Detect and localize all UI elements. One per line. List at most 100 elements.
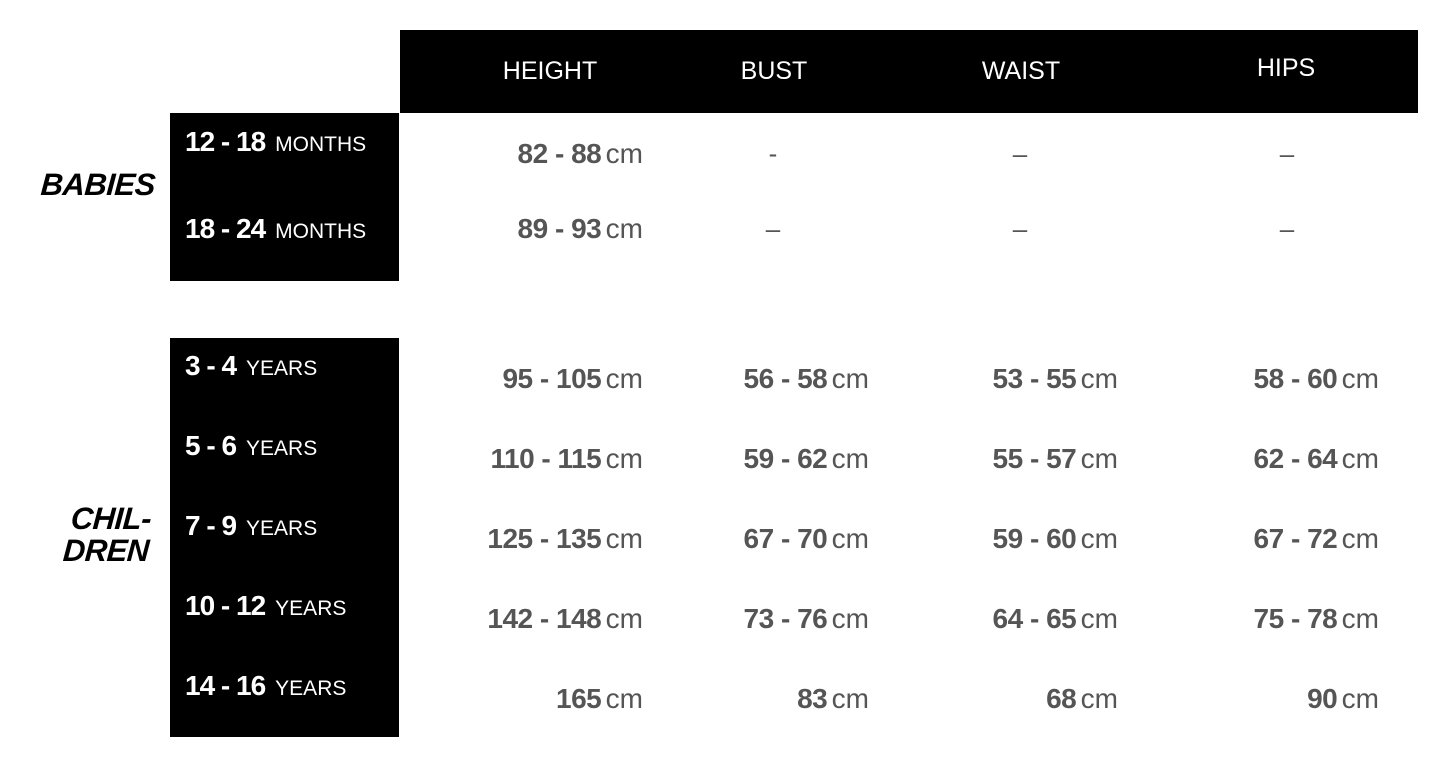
empty-value-dash: – [1279, 213, 1295, 244]
measurement-cell: 67 - 72 cm [1254, 523, 1379, 555]
children-label-block [170, 338, 399, 737]
measurement-cell: 82 - 88 cm [518, 138, 643, 170]
age-range: 3 - 4 [185, 350, 237, 381]
age-range: 12 - 18 [185, 126, 266, 157]
measurement-unit: cm [1080, 363, 1118, 394]
group-label-babies: BABIES [39, 167, 157, 202]
measurement-value: 73 - 76 [743, 603, 828, 634]
measurement-cell: 75 - 78 cm [1254, 603, 1379, 635]
measurement-unit: cm [605, 603, 643, 634]
measurement-unit: cm [831, 683, 869, 714]
age-unit: MONTHS [275, 133, 367, 156]
measurement-unit: cm [605, 683, 643, 714]
age-range: 18 - 24 [185, 213, 266, 244]
measurement-unit: cm [831, 603, 869, 634]
measurement-cell: 67 - 70 cm [744, 523, 869, 555]
measurement-value: 83 [797, 683, 828, 714]
measurement-cell: 83 cm [797, 683, 869, 715]
age-unit: YEARS [246, 517, 318, 540]
measurement-value: 64 - 65 [992, 603, 1077, 634]
measurement-value: 55 - 57 [992, 443, 1077, 474]
measurement-unit: cm [605, 523, 643, 554]
measurement-cell: 59 - 62 cm [744, 443, 869, 475]
measurement-unit: cm [605, 213, 643, 244]
measurement-cell: 62 - 64 cm [1254, 443, 1379, 475]
measurement-value: 125 - 135 [487, 523, 602, 554]
group-label-children-line2: DREN [61, 533, 151, 568]
row-label: 5 - 6 YEARS [185, 430, 317, 462]
column-header-height: HEIGHT [502, 57, 598, 85]
age-unit: MONTHS [275, 220, 367, 243]
row-label: 18 - 24 MONTHS [185, 213, 366, 245]
measurement-unit: cm [1341, 443, 1379, 474]
measurement-cell: 64 - 65 cm [993, 603, 1118, 635]
column-header-bust: BUST [740, 57, 808, 85]
measurement-value: 56 - 58 [743, 363, 828, 394]
babies-label-block [170, 113, 399, 281]
group-label-children-line1: CHIL- [69, 501, 153, 536]
measurement-value: 67 - 70 [743, 523, 828, 554]
measurement-value: 82 - 88 [517, 138, 602, 169]
measurement-value: 59 - 60 [992, 523, 1077, 554]
measurement-cell: 58 - 60 cm [1254, 363, 1379, 395]
measurement-unit: cm [1341, 683, 1379, 714]
row-label: 7 - 9 YEARS [185, 510, 317, 542]
measurement-unit: cm [1080, 523, 1118, 554]
measurement-unit: cm [831, 443, 869, 474]
age-range: 10 - 12 [185, 590, 266, 621]
measurement-value: 59 - 62 [743, 443, 828, 474]
age-unit: YEARS [246, 357, 318, 380]
measurement-unit: cm [1080, 683, 1118, 714]
age-unit: YEARS [275, 597, 347, 620]
empty-value-dash: – [765, 213, 781, 244]
empty-value-dash: - [768, 138, 778, 169]
measurement-cell: 53 - 55 cm [993, 363, 1118, 395]
column-header-hips: HIPS [1256, 54, 1316, 82]
measurement-cell: 55 - 57 cm [993, 443, 1118, 475]
measurement-value: 67 - 72 [1253, 523, 1338, 554]
measurement-unit: cm [1080, 443, 1118, 474]
measurement-value: 53 - 55 [992, 363, 1077, 394]
measurement-unit: cm [1341, 603, 1379, 634]
row-label: 10 - 12 YEARS [185, 590, 346, 622]
row-label: 12 - 18 MONTHS [185, 126, 366, 158]
measurement-cell: 56 - 58 cm [744, 363, 869, 395]
measurement-unit: cm [605, 443, 643, 474]
measurement-cell: 59 - 60 cm [993, 523, 1118, 555]
measurement-value: 89 - 93 [517, 213, 602, 244]
age-range: 7 - 9 [185, 510, 237, 541]
measurement-unit: cm [605, 363, 643, 394]
measurement-value: 62 - 64 [1253, 443, 1338, 474]
measurement-unit: cm [1080, 603, 1118, 634]
measurement-value: 110 - 115 [490, 443, 602, 474]
age-range: 5 - 6 [185, 430, 237, 461]
age-unit: YEARS [275, 677, 347, 700]
row-label: 14 - 16 YEARS [185, 670, 346, 702]
empty-value-dash: – [1012, 213, 1028, 244]
measurement-cell: 95 - 105 cm [502, 363, 643, 395]
measurement-cell: 73 - 76 cm [744, 603, 869, 635]
measurement-unit: cm [605, 138, 643, 169]
measurement-cell: 142 - 148 cm [487, 603, 643, 635]
measurement-value: 75 - 78 [1253, 603, 1338, 634]
measurement-value: 95 - 105 [502, 363, 602, 394]
measurement-cell: 89 - 93 cm [518, 213, 643, 245]
measurement-value: 58 - 60 [1253, 363, 1338, 394]
empty-value-dash: – [1012, 138, 1028, 169]
group-label-children: CHIL- DREN [0, 501, 153, 568]
measurement-unit: cm [1341, 523, 1379, 554]
header-bar [400, 30, 1418, 113]
measurement-value: 165 [556, 683, 602, 714]
age-range: 14 - 16 [185, 670, 266, 701]
measurement-unit: cm [831, 523, 869, 554]
measurement-cell: 110 - 115 cm [490, 443, 643, 475]
column-header-waist: WAIST [981, 57, 1061, 85]
measurement-cell: 90 cm [1307, 683, 1379, 715]
measurement-value: 68 [1046, 683, 1077, 714]
measurement-unit: cm [831, 363, 869, 394]
measurement-unit: cm [1341, 363, 1379, 394]
measurement-cell: 125 - 135 cm [487, 523, 643, 555]
empty-value-dash: – [1279, 138, 1295, 169]
measurement-cell: 165 cm [556, 683, 643, 715]
measurement-value: 90 [1307, 683, 1338, 714]
